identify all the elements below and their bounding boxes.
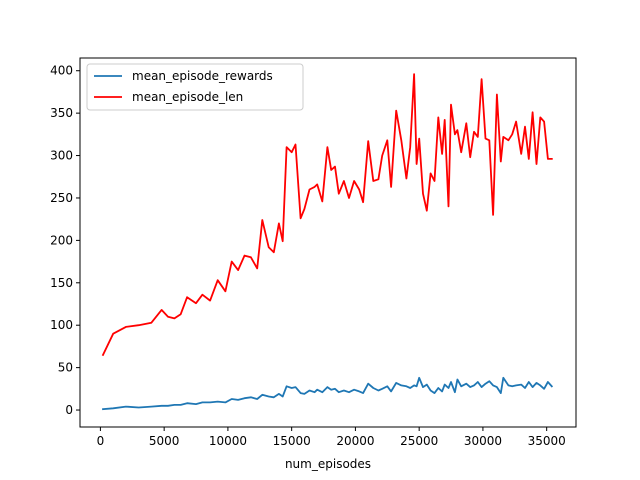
y-axis-ticks: 0 50 100 150 200 250 300 350 400 xyxy=(50,64,80,417)
series-line-mean-episode-rewards xyxy=(102,376,554,411)
x-tick-label: 35000 xyxy=(528,434,566,448)
y-tick-label: 50 xyxy=(58,361,73,375)
x-tick-label: 10000 xyxy=(209,434,247,448)
legend-box xyxy=(86,63,304,111)
x-tick-label: 0 xyxy=(97,434,105,448)
series-layer xyxy=(101,73,554,411)
y-tick-label: 200 xyxy=(50,233,73,247)
legend-label: mean_episode_rewards xyxy=(132,69,273,83)
x-tick-label: 20000 xyxy=(336,434,374,448)
series-line-mean-episode-len xyxy=(101,73,553,357)
y-tick-label: 150 xyxy=(50,276,73,290)
x-axis-label: num_episodes xyxy=(285,457,371,471)
x-tick-label: 25000 xyxy=(400,434,438,448)
y-tick-label: 300 xyxy=(50,149,73,163)
y-tick-label: 0 xyxy=(65,403,73,417)
x-tick-label: 15000 xyxy=(273,434,311,448)
plot-frame xyxy=(79,57,577,428)
y-tick-label: 350 xyxy=(50,106,73,120)
y-tick-label: 250 xyxy=(50,191,73,205)
legend-label: mean_episode_len xyxy=(132,90,243,104)
y-tick-label: 400 xyxy=(50,64,73,78)
legend: mean_episode_rewards mean_episode_len xyxy=(86,63,304,111)
x-tick-label: 5000 xyxy=(149,434,180,448)
x-tick-label: 30000 xyxy=(464,434,502,448)
x-axis-ticks: 0 5000 10000 15000 20000 25000 30000 35000 xyxy=(97,427,566,448)
y-tick-label: 100 xyxy=(50,318,73,332)
plot-area xyxy=(80,58,576,427)
